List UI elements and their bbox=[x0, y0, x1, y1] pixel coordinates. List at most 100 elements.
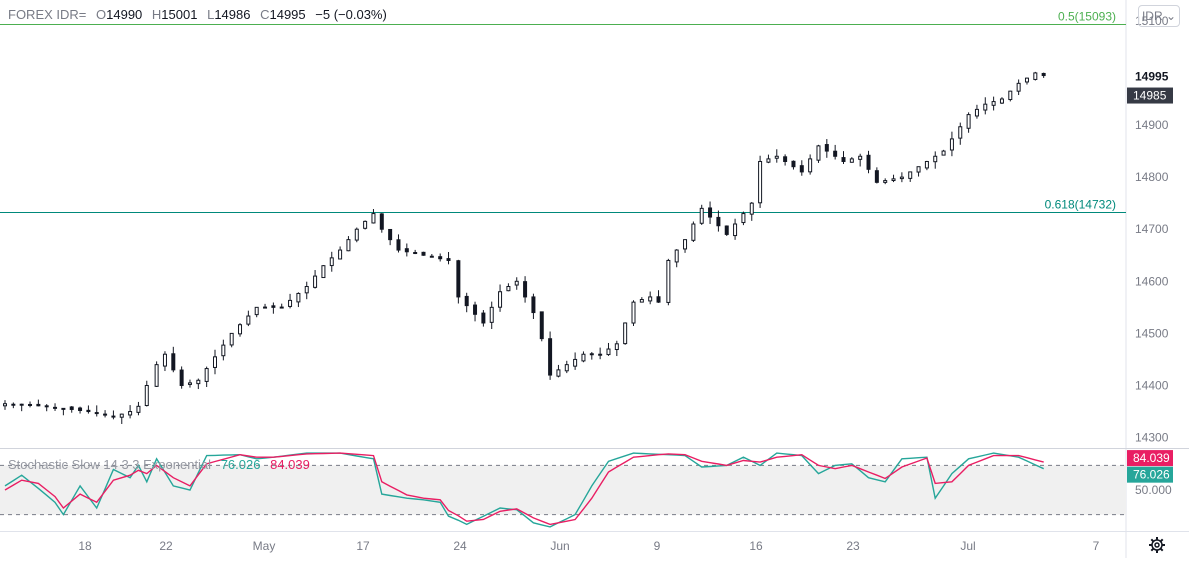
candle-body bbox=[86, 409, 91, 413]
candle-body bbox=[724, 225, 729, 235]
candle-body bbox=[338, 249, 343, 260]
candle-body bbox=[179, 369, 184, 386]
candle-body bbox=[548, 338, 553, 376]
candle-body bbox=[111, 415, 116, 418]
candle-body bbox=[473, 304, 478, 315]
candle-body bbox=[1008, 90, 1013, 101]
close-value: 14995 bbox=[269, 7, 306, 22]
candle-body bbox=[128, 411, 133, 416]
candle-body bbox=[246, 315, 251, 325]
candle-body bbox=[891, 178, 896, 182]
candle-body bbox=[396, 239, 401, 251]
x-tick-label: 22 bbox=[159, 539, 173, 553]
candle-body bbox=[758, 160, 763, 204]
candle-body bbox=[481, 312, 486, 324]
candle-body bbox=[799, 165, 804, 173]
last-price-label: 14995 bbox=[1135, 70, 1169, 84]
candle-body bbox=[999, 98, 1004, 104]
stoch-d-badge bbox=[1127, 450, 1173, 467]
y-tick-label: 15100 bbox=[1135, 14, 1169, 28]
candle-body bbox=[899, 176, 904, 180]
candle-body bbox=[413, 252, 418, 255]
candle-body bbox=[824, 144, 829, 152]
price-badge-label: 14985 bbox=[1133, 89, 1167, 103]
candle-body bbox=[883, 180, 888, 183]
symbol-name: FOREX IDR= bbox=[8, 7, 87, 22]
candle-body bbox=[464, 295, 469, 307]
candle-body bbox=[849, 158, 854, 163]
candle-body bbox=[783, 156, 788, 162]
candle-body bbox=[741, 213, 746, 224]
candle-body bbox=[564, 364, 569, 372]
candle-body bbox=[379, 213, 384, 230]
candle-body bbox=[866, 154, 871, 170]
candle-body bbox=[766, 158, 771, 163]
candle-body bbox=[489, 306, 494, 323]
indicator-name: Stochastic Slow 14 3 3 Exponential bbox=[8, 457, 212, 472]
low-value: 14986 bbox=[214, 7, 251, 22]
candle-body bbox=[639, 299, 644, 303]
candle-body bbox=[119, 413, 124, 418]
indicator-k-value: 76.026 bbox=[220, 457, 261, 472]
candle-body bbox=[833, 150, 838, 157]
candle-body bbox=[36, 403, 41, 407]
candle-body bbox=[204, 368, 209, 382]
stoch-d-badge-label: 84.039 bbox=[1133, 451, 1170, 465]
candle-body bbox=[187, 382, 192, 385]
candle-body bbox=[363, 220, 368, 229]
candle-body bbox=[213, 356, 217, 368]
candle-body bbox=[589, 353, 594, 356]
stoch-k-badge-label: 76.026 bbox=[1133, 468, 1170, 482]
candle-body bbox=[808, 158, 813, 173]
candle-body bbox=[958, 126, 963, 139]
candle-body bbox=[841, 157, 846, 162]
candle-body bbox=[791, 160, 796, 168]
candle-body bbox=[949, 138, 954, 151]
candle-body bbox=[573, 358, 578, 367]
gear-icon[interactable] bbox=[1148, 536, 1166, 554]
candle-body bbox=[716, 216, 721, 227]
candle-body bbox=[196, 379, 201, 385]
candle-body bbox=[699, 207, 704, 224]
candle-body bbox=[78, 407, 83, 411]
x-tick-label: Jul bbox=[960, 539, 975, 553]
candle-body bbox=[421, 251, 426, 256]
candle-body bbox=[556, 369, 561, 377]
close-key: C bbox=[260, 7, 270, 22]
currency-button[interactable]: IDR ⌄ bbox=[1138, 5, 1180, 27]
candle-body bbox=[296, 292, 301, 303]
candle-body bbox=[674, 249, 679, 263]
candle-body bbox=[53, 406, 58, 409]
candle-body bbox=[816, 145, 821, 161]
candle-body bbox=[983, 103, 988, 111]
candle-body bbox=[94, 412, 99, 415]
fib-level-label: 0.5(15093) bbox=[1058, 9, 1116, 23]
candle-body bbox=[656, 296, 661, 303]
y-tick-label: 14900 bbox=[1135, 118, 1169, 132]
indicator-legend[interactable]: Stochastic Slow 14 3 3 Exponential 76.02… bbox=[8, 457, 310, 472]
price-badge bbox=[1127, 87, 1173, 104]
candle-body bbox=[171, 353, 176, 371]
candle-body bbox=[916, 166, 921, 173]
candle-body bbox=[631, 301, 636, 324]
x-tick-label: 18 bbox=[78, 539, 92, 553]
candle-body bbox=[966, 114, 971, 129]
candle-body bbox=[498, 291, 503, 308]
candle-body bbox=[733, 223, 738, 237]
change-value: −5 (−0.03%) bbox=[315, 7, 387, 22]
x-tick-label: 23 bbox=[846, 539, 860, 553]
candle-body bbox=[514, 280, 519, 286]
high-key: H bbox=[151, 7, 162, 22]
stoch-tick-label: 50.000 bbox=[1135, 483, 1172, 497]
open-key: O bbox=[96, 7, 107, 22]
x-tick-label: 16 bbox=[749, 539, 763, 553]
y-tick-label: 14700 bbox=[1135, 222, 1169, 236]
candle-body bbox=[429, 255, 434, 258]
candle-body bbox=[279, 306, 284, 309]
candle-body bbox=[263, 306, 268, 309]
candle-body bbox=[254, 306, 259, 316]
candle-body bbox=[941, 150, 946, 156]
candle-body bbox=[874, 170, 879, 183]
